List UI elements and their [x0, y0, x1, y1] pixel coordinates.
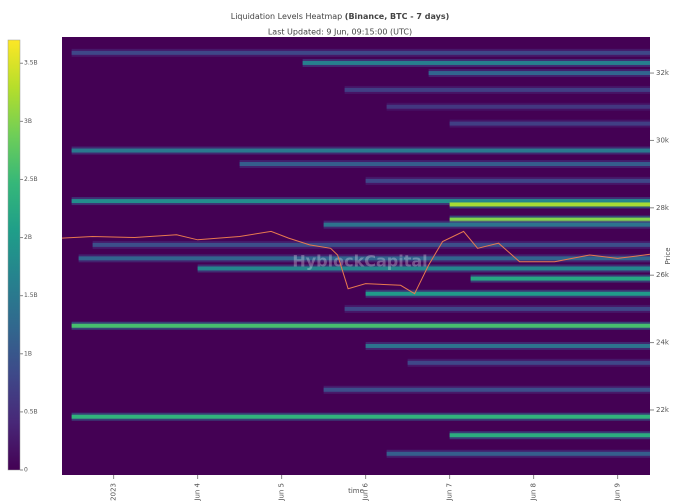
- level-band: [344, 306, 650, 311]
- x-tick-label: Jun 5: [278, 483, 286, 502]
- colorbar-tick-label: 2.5B: [24, 176, 38, 183]
- level-band: [386, 451, 650, 456]
- level-band: [239, 162, 650, 167]
- level-band: [71, 323, 650, 328]
- colorbar-tick-label: 0.5B: [24, 408, 38, 415]
- price-line: [61, 230, 651, 295]
- y-tick-label: 24k: [656, 339, 670, 347]
- level-band: [365, 291, 650, 296]
- colorbar-tick-label: 0: [24, 467, 28, 474]
- colorbar-tick-label: 1B: [24, 350, 32, 357]
- y-tick-label: 28k: [656, 204, 670, 212]
- x-tick-label: Jun 7: [446, 483, 454, 502]
- level-band: [71, 148, 650, 153]
- x-tick-label: Jun 8: [530, 483, 538, 502]
- level-band: [449, 433, 650, 438]
- watermark: HyblockCapital: [292, 252, 427, 271]
- plot-area: HyblockCapital: [61, 37, 651, 475]
- level-band: [344, 87, 650, 92]
- level-band: [470, 276, 650, 281]
- colorbar: [7, 39, 21, 471]
- title-bold: (Binance, BTC - 7 days): [345, 12, 449, 21]
- x-axis-label: time: [348, 487, 364, 495]
- colorbar-tick-label: 1.5B: [24, 292, 38, 299]
- y-tick-label: 30k: [656, 136, 670, 144]
- level-band: [71, 199, 650, 204]
- colorbar-tick-label: 3B: [24, 118, 32, 125]
- level-band: [407, 360, 650, 365]
- level-band: [323, 387, 650, 392]
- y-axis-label: Price: [664, 247, 672, 264]
- level-band: [197, 266, 650, 271]
- chart-title: Liquidation Levels Heatmap (Binance, BTC…: [231, 12, 450, 21]
- level-band: [365, 178, 650, 183]
- x-tick-label: Jun 4: [194, 482, 202, 501]
- level-band: [71, 50, 650, 55]
- subtitle: Last Updated: 9 Jun, 09:15:00 (UTC): [268, 28, 412, 37]
- x-tick-label: Jun 3 2023: [110, 483, 118, 503]
- colorbar-tick-label: 2B: [24, 234, 32, 241]
- level-band: [428, 71, 650, 76]
- y-tick-label: 22k: [656, 406, 670, 414]
- x-tick-label: Jun 9: [614, 483, 622, 502]
- level-band: [323, 222, 650, 227]
- title-text: Liquidation Levels Heatmap: [231, 12, 342, 21]
- level-band: [302, 60, 650, 65]
- level-band: [71, 414, 650, 419]
- level-band: [449, 121, 650, 126]
- y-tick-label: 32k: [656, 69, 670, 77]
- level-band: [365, 343, 650, 348]
- level-band: [78, 256, 650, 261]
- colorbar-tick-label: 3.5B: [24, 60, 38, 67]
- y-tick-label: 26k: [656, 271, 670, 279]
- level-band: [449, 217, 650, 222]
- x-tick-label: Jun 6: [362, 482, 370, 501]
- level-band: [386, 104, 650, 109]
- level-band: [449, 202, 650, 207]
- level-band: [92, 242, 650, 247]
